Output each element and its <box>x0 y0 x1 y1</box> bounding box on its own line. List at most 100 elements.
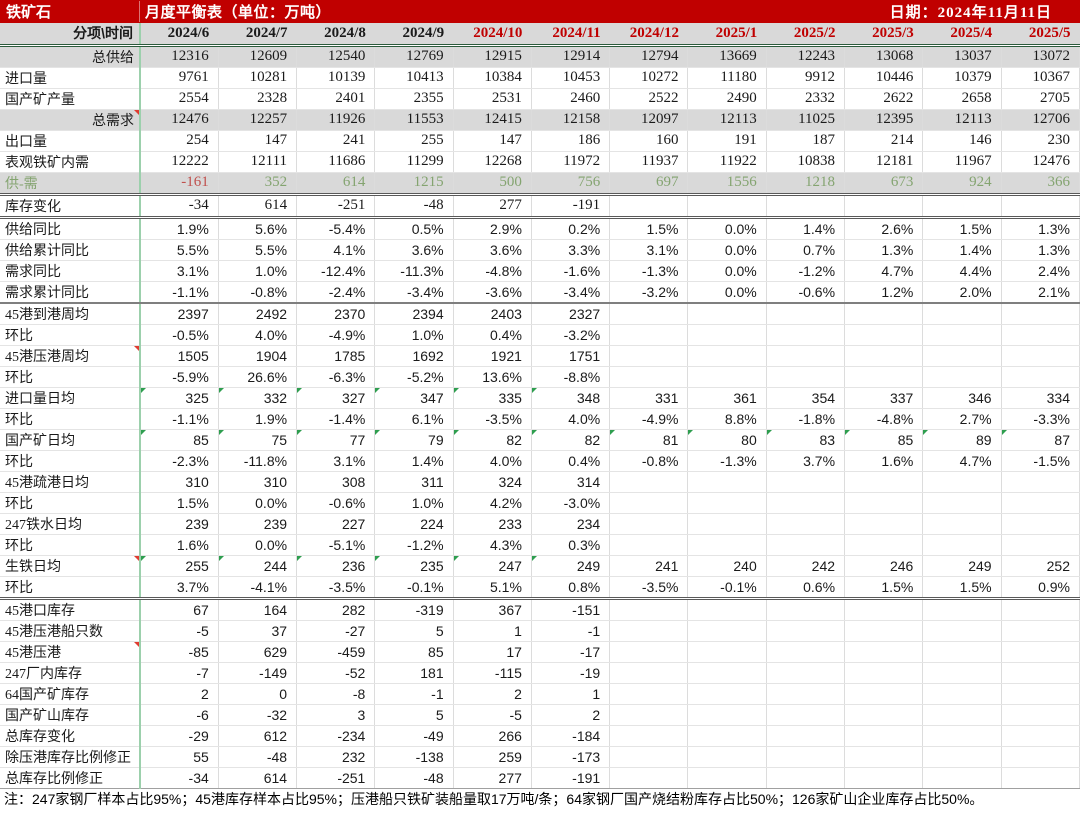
row-label[interactable]: 表观铁矿内需 <box>0 151 141 173</box>
cell[interactable]: 11025 <box>766 109 846 131</box>
cell[interactable]: 2.6% <box>844 217 924 240</box>
cell[interactable]: 12097 <box>609 109 689 131</box>
cell[interactable]: 2355 <box>374 88 454 110</box>
cell[interactable] <box>766 620 846 642</box>
cell[interactable]: 12395 <box>844 109 924 131</box>
cell[interactable]: -319 <box>374 598 454 621</box>
cell[interactable]: 147 <box>453 130 532 152</box>
cell[interactable] <box>844 345 924 367</box>
cell[interactable]: 13037 <box>922 45 1002 68</box>
row-label[interactable]: 环比 <box>0 366 141 388</box>
cell[interactable]: 5 <box>374 620 454 642</box>
cell[interactable]: 164 <box>218 598 298 621</box>
cell[interactable]: 2554 <box>140 88 219 110</box>
row-label[interactable]: 国产矿山库存 <box>0 704 141 726</box>
cell[interactable] <box>844 598 924 621</box>
cell[interactable]: 242 <box>766 555 846 577</box>
cell[interactable] <box>687 725 767 747</box>
cell[interactable] <box>922 194 1002 219</box>
cell[interactable]: 12243 <box>766 45 846 68</box>
cell[interactable]: 79 <box>374 429 454 451</box>
cell[interactable]: -1.8% <box>766 408 846 430</box>
cell[interactable] <box>609 345 689 367</box>
cell[interactable]: 67 <box>140 598 219 621</box>
cell[interactable]: 924 <box>922 172 1002 196</box>
cell[interactable]: -3.6% <box>453 281 532 304</box>
cell[interactable]: -48 <box>374 767 454 789</box>
cell[interactable]: 12316 <box>140 45 219 68</box>
cell[interactable]: 0.6% <box>766 576 846 600</box>
row-label[interactable]: 生铁日均 <box>0 555 141 577</box>
cell[interactable]: -4.8% <box>844 408 924 430</box>
cell[interactable]: 348 <box>531 387 611 409</box>
cell[interactable]: 282 <box>296 598 376 621</box>
row-label[interactable]: 除压港库存比例修正 <box>0 746 141 768</box>
row-label[interactable]: 国产矿日均 <box>0 429 141 451</box>
cell[interactable] <box>609 725 689 747</box>
cell[interactable]: 77 <box>296 429 376 451</box>
cell[interactable]: -1.2% <box>374 534 454 556</box>
cell[interactable]: -19 <box>531 662 611 684</box>
cell[interactable] <box>766 598 846 621</box>
cell[interactable] <box>687 767 767 789</box>
cell[interactable]: 0.0% <box>687 239 767 261</box>
cell[interactable]: -3.5% <box>296 576 376 600</box>
cell[interactable] <box>844 324 924 346</box>
column-header[interactable]: 2024/9 <box>374 23 454 47</box>
column-header[interactable]: 2025/3 <box>844 23 923 47</box>
cell[interactable] <box>922 513 1002 535</box>
cell[interactable]: 4.7% <box>922 450 1002 472</box>
row-label[interactable]: 需求同比 <box>0 260 141 282</box>
row-label[interactable]: 供给累计同比 <box>0 239 141 261</box>
cell[interactable]: 10139 <box>296 67 376 89</box>
cell[interactable]: 12158 <box>531 109 611 131</box>
cell[interactable] <box>1001 471 1080 493</box>
cell[interactable]: -251 <box>296 767 376 789</box>
cell[interactable]: 75 <box>218 429 298 451</box>
cell[interactable]: 1785 <box>296 345 376 367</box>
cell[interactable] <box>766 746 846 768</box>
cell[interactable]: 10367 <box>1001 67 1080 89</box>
cell[interactable]: 314 <box>531 471 611 493</box>
cell[interactable]: 1.3% <box>1001 217 1080 240</box>
cell[interactable]: 1556 <box>687 172 767 196</box>
cell[interactable]: 11922 <box>687 151 767 173</box>
cell[interactable]: 255 <box>374 130 454 152</box>
cell[interactable]: 1.0% <box>374 492 454 514</box>
cell[interactable]: -149 <box>218 662 298 684</box>
cell[interactable] <box>844 366 924 388</box>
cell[interactable]: 337 <box>844 387 924 409</box>
cell[interactable]: -4.8% <box>453 260 532 282</box>
cell[interactable] <box>687 662 767 684</box>
cell[interactable]: 1.5% <box>609 217 689 240</box>
cell[interactable]: 311 <box>374 471 454 493</box>
cell[interactable]: 331 <box>609 387 689 409</box>
cell[interactable]: -0.1% <box>374 576 454 600</box>
cell[interactable]: 325 <box>140 387 219 409</box>
cell[interactable] <box>609 662 689 684</box>
cell[interactable] <box>922 704 1002 726</box>
cell[interactable]: -17 <box>531 641 611 663</box>
cell[interactable] <box>766 324 846 346</box>
cell[interactable]: 233 <box>453 513 532 535</box>
cell[interactable]: 5.6% <box>218 217 298 240</box>
cell[interactable]: -1 <box>531 620 611 642</box>
cell[interactable] <box>609 324 689 346</box>
cell[interactable]: -0.5% <box>140 324 219 346</box>
cell[interactable]: 3.7% <box>766 450 846 472</box>
cell[interactable]: 3.1% <box>140 260 219 282</box>
cell[interactable]: -191 <box>531 767 611 789</box>
cell[interactable]: -48 <box>374 194 454 219</box>
cell[interactable]: 254 <box>140 130 219 152</box>
cell[interactable] <box>766 345 846 367</box>
cell[interactable]: -0.1% <box>687 576 767 600</box>
cell[interactable]: 85 <box>374 641 454 663</box>
row-label[interactable]: 国产矿产量 <box>0 88 141 110</box>
cell[interactable] <box>687 641 767 663</box>
cell[interactable]: 12113 <box>922 109 1002 131</box>
cell[interactable]: 1.5% <box>922 576 1002 600</box>
cell[interactable]: 241 <box>296 130 376 152</box>
cell[interactable] <box>922 534 1002 556</box>
cell[interactable]: 246 <box>844 555 924 577</box>
cell[interactable]: 346 <box>922 387 1002 409</box>
